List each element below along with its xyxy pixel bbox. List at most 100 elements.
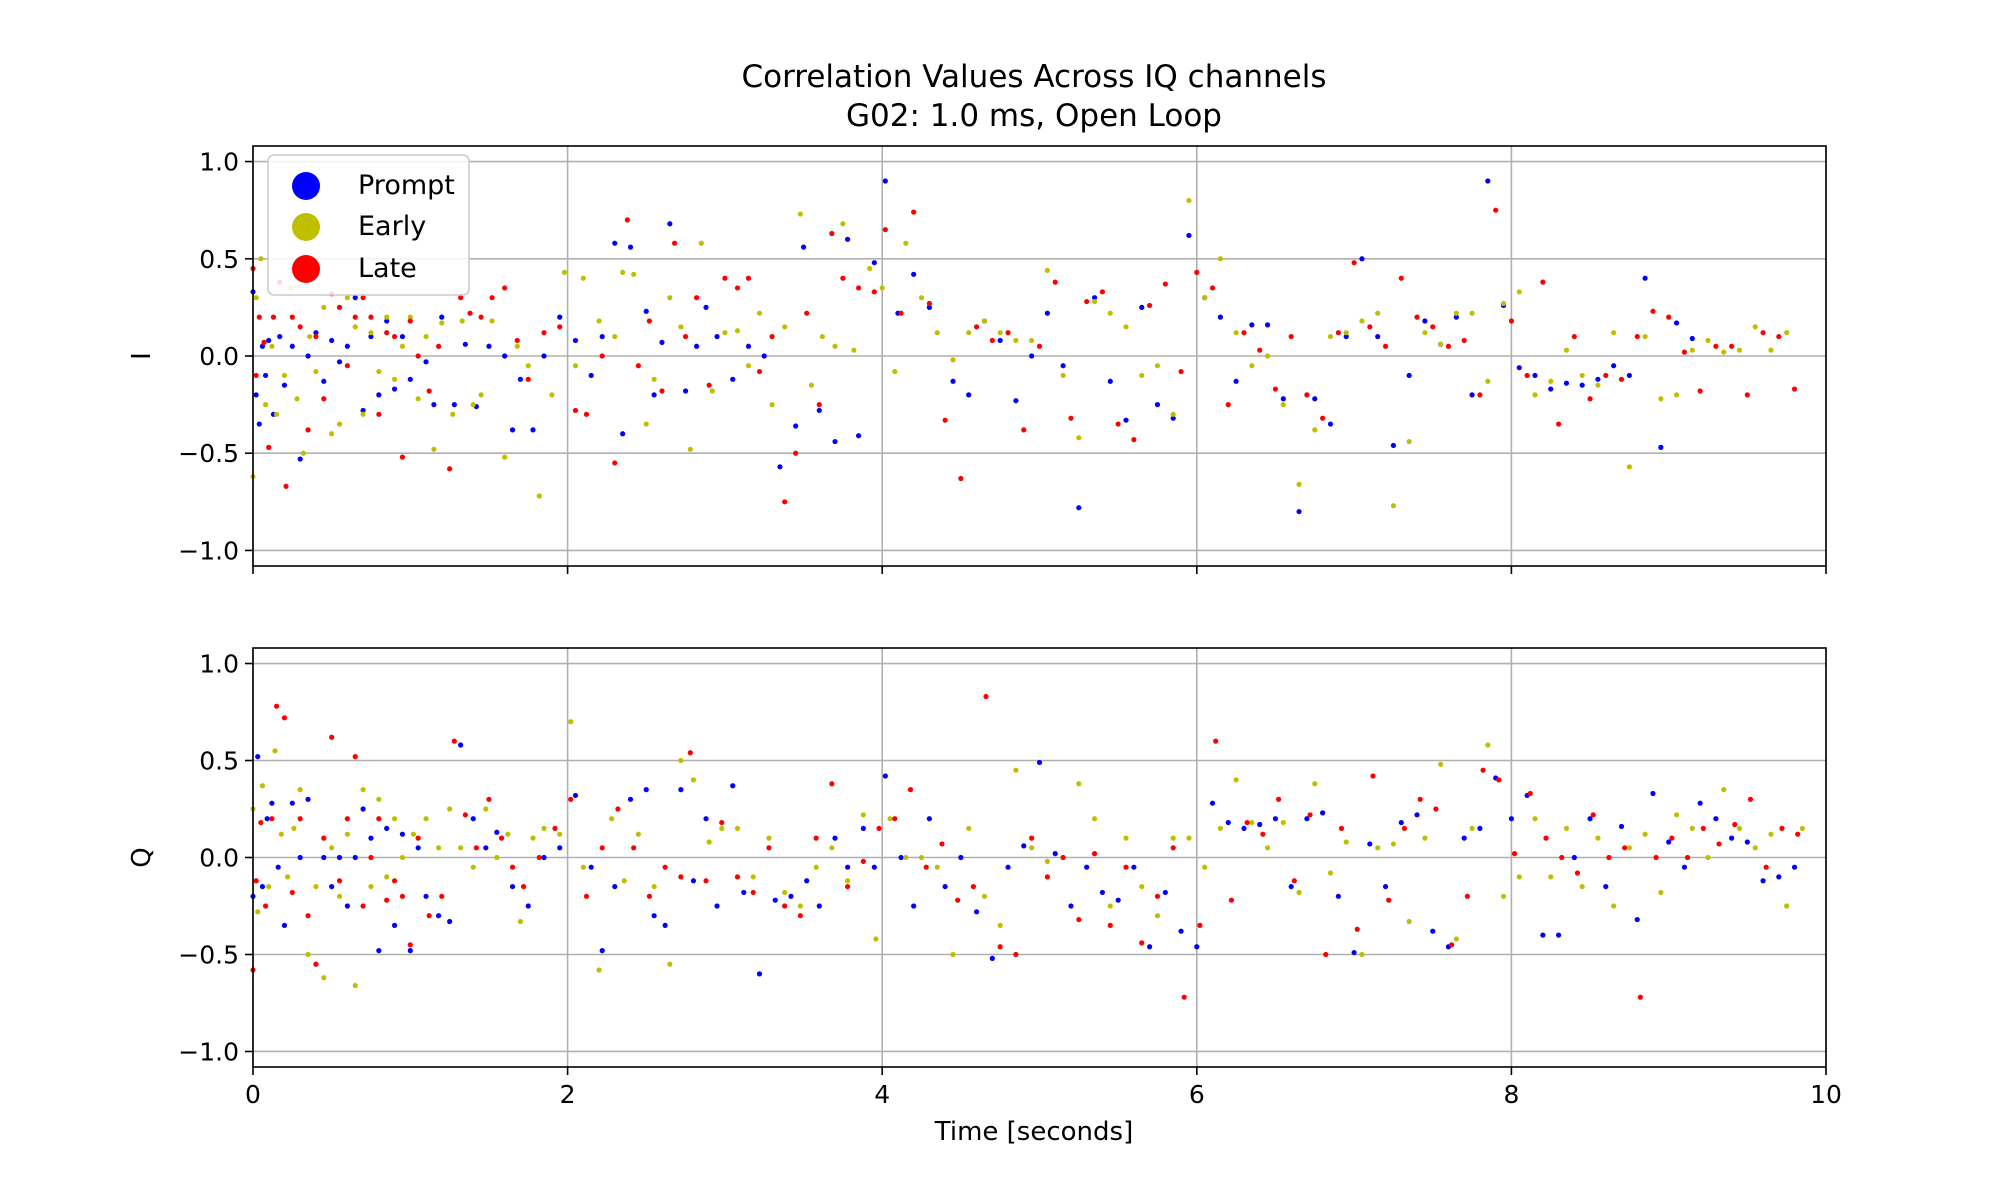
point-early bbox=[1170, 411, 1176, 417]
point-prompt bbox=[777, 464, 783, 470]
point-early bbox=[840, 221, 846, 227]
point-early bbox=[734, 825, 741, 832]
point-late bbox=[1571, 333, 1577, 340]
point-prompt bbox=[662, 922, 668, 928]
point-late bbox=[439, 893, 445, 899]
point-prompt bbox=[297, 854, 303, 861]
point-early bbox=[1296, 889, 1302, 896]
point-prompt bbox=[667, 221, 673, 227]
point-late bbox=[467, 310, 473, 316]
point-late bbox=[911, 209, 917, 215]
point-early bbox=[1736, 825, 1743, 832]
point-early bbox=[305, 951, 311, 958]
point-late bbox=[860, 858, 866, 864]
point-late bbox=[1559, 854, 1565, 861]
point-late bbox=[1618, 376, 1625, 382]
point-prompt bbox=[1296, 508, 1302, 515]
point-early bbox=[819, 333, 826, 340]
point-late bbox=[384, 897, 390, 903]
point-prompt bbox=[1729, 835, 1735, 841]
point-late bbox=[939, 841, 945, 847]
point-prompt bbox=[882, 773, 888, 779]
point-early bbox=[934, 330, 940, 336]
point-prompt bbox=[816, 407, 822, 414]
point-prompt bbox=[1249, 322, 1255, 328]
point-early bbox=[1532, 816, 1538, 822]
point-late bbox=[907, 787, 914, 793]
point-prompt bbox=[1060, 363, 1066, 369]
point-late bbox=[1511, 851, 1518, 857]
point-prompt bbox=[1021, 843, 1027, 849]
point-early bbox=[1736, 347, 1743, 353]
point-early bbox=[1406, 918, 1412, 925]
point-late bbox=[816, 402, 822, 408]
point-prompt bbox=[844, 864, 851, 870]
point-prompt bbox=[1650, 790, 1656, 797]
point-prompt bbox=[1390, 442, 1397, 449]
point-prompt bbox=[1044, 310, 1050, 316]
point-late bbox=[678, 874, 684, 880]
point-prompt bbox=[1084, 864, 1090, 870]
point-late bbox=[782, 903, 788, 909]
point-early bbox=[1029, 845, 1035, 851]
point-early bbox=[297, 787, 303, 793]
point-prompt bbox=[344, 903, 350, 909]
point-early bbox=[399, 343, 406, 349]
point-prompt bbox=[281, 922, 288, 928]
y-tick-label: −0.5 bbox=[178, 439, 239, 468]
point-prompt bbox=[1453, 314, 1459, 320]
point-late bbox=[659, 388, 665, 394]
point-early bbox=[1264, 353, 1271, 359]
point-late bbox=[1776, 333, 1782, 340]
point-prompt bbox=[627, 796, 634, 802]
point-late bbox=[261, 339, 267, 345]
point-late bbox=[436, 343, 442, 349]
point-early bbox=[797, 211, 804, 217]
point-prompt bbox=[1587, 816, 1593, 822]
point-prompt bbox=[1532, 372, 1538, 379]
legend-label-early: Early bbox=[358, 211, 426, 242]
point-late bbox=[1084, 298, 1090, 305]
point-late bbox=[882, 227, 888, 233]
x-tick-label: 6 bbox=[1189, 1080, 1205, 1109]
point-late bbox=[1634, 333, 1640, 340]
point-late bbox=[769, 333, 775, 340]
point-prompt bbox=[997, 337, 1003, 344]
point-late bbox=[1795, 831, 1801, 837]
point-late bbox=[368, 854, 374, 861]
point-late bbox=[955, 897, 961, 903]
point-late bbox=[599, 845, 605, 851]
point-late bbox=[756, 368, 763, 375]
point-prompt bbox=[989, 955, 995, 961]
point-early bbox=[1579, 372, 1585, 379]
point-late bbox=[782, 499, 788, 505]
point-late bbox=[498, 835, 505, 841]
point-late bbox=[970, 883, 977, 890]
point-early bbox=[360, 787, 366, 793]
point-prompt bbox=[973, 909, 980, 915]
legend-marker-late bbox=[292, 255, 320, 283]
point-late bbox=[1464, 893, 1470, 899]
point-prompt bbox=[1013, 398, 1019, 404]
point-prompt bbox=[1029, 353, 1035, 359]
point-early bbox=[678, 757, 684, 764]
point-early bbox=[1721, 349, 1727, 355]
point-prompt bbox=[1005, 864, 1011, 870]
point-late bbox=[1763, 864, 1769, 870]
point-early bbox=[1516, 874, 1522, 880]
point-early bbox=[1044, 267, 1050, 274]
point-late bbox=[1367, 324, 1373, 330]
point-prompt bbox=[745, 343, 752, 349]
point-early bbox=[258, 256, 264, 262]
q-channel-panel: 1.0 0.5 0.0 −0.5 −1.00 2 4 6 8 10 Q bbox=[127, 647, 1842, 1109]
point-early bbox=[1202, 864, 1208, 870]
point-late bbox=[253, 878, 259, 884]
point-prompt bbox=[756, 971, 763, 977]
point-late bbox=[703, 878, 709, 884]
point-late bbox=[1386, 897, 1392, 903]
point-early bbox=[1516, 289, 1522, 295]
point-late bbox=[615, 806, 621, 812]
point-early bbox=[1438, 341, 1444, 347]
point-prompt bbox=[1217, 314, 1223, 320]
point-prompt bbox=[1209, 800, 1216, 806]
